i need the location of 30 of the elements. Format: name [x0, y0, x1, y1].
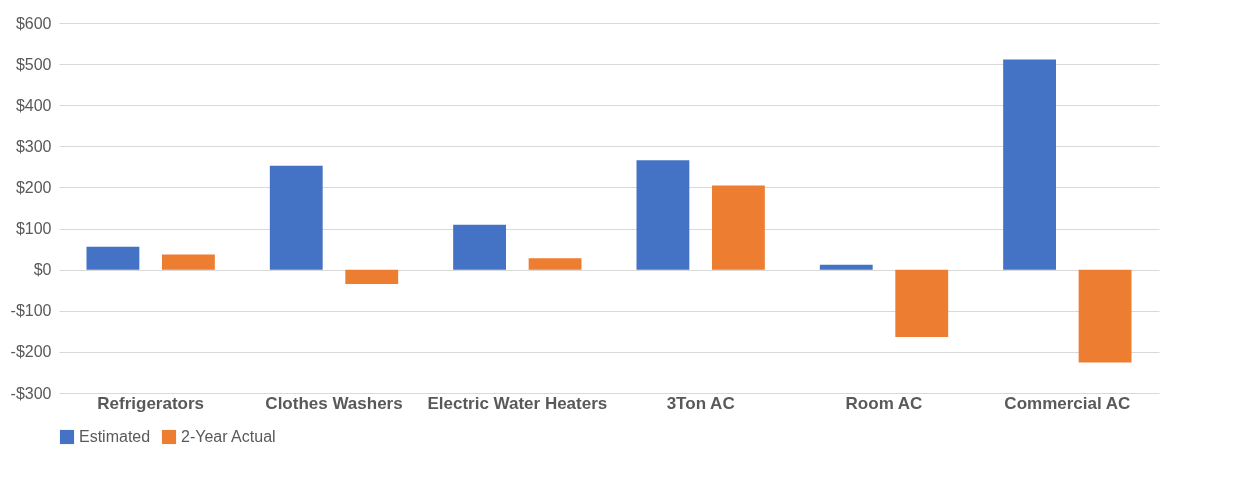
bar — [86, 246, 140, 270]
legend-label: 2-Year Actual — [181, 428, 276, 445]
y-tick-label: $500 — [15, 55, 52, 73]
y-tick-label: $0 — [33, 261, 52, 279]
y-tick-label: $300 — [15, 137, 52, 155]
bar — [1078, 269, 1132, 363]
legend-label: Estimated — [79, 428, 151, 445]
x-tick-label: Room AC — [845, 393, 923, 413]
y-tick-label: $600 — [15, 14, 52, 32]
x-tick-label: Commercial AC — [1004, 393, 1131, 413]
bar — [1003, 59, 1057, 270]
x-tick-label: 3Ton AC — [666, 393, 735, 413]
bar — [345, 269, 399, 285]
bar — [819, 264, 873, 270]
bar — [895, 269, 949, 338]
bar — [269, 165, 323, 270]
bar — [528, 258, 582, 270]
bar — [161, 254, 215, 270]
x-tick-label: Electric Water Heaters — [427, 393, 608, 413]
y-tick-label: -$200 — [10, 343, 52, 361]
y-tick-label: -$100 — [10, 302, 52, 320]
bar — [453, 224, 507, 270]
y-tick-label: $400 — [15, 96, 52, 114]
y-tick-label: -$300 — [10, 384, 52, 402]
y-tick-label: $200 — [15, 178, 52, 196]
y-tick-label: $100 — [15, 220, 52, 238]
bar — [636, 160, 690, 270]
x-tick-label: Refrigerators — [97, 393, 205, 413]
bar — [711, 185, 765, 270]
x-tick-label: Clothes Washers — [265, 393, 403, 413]
